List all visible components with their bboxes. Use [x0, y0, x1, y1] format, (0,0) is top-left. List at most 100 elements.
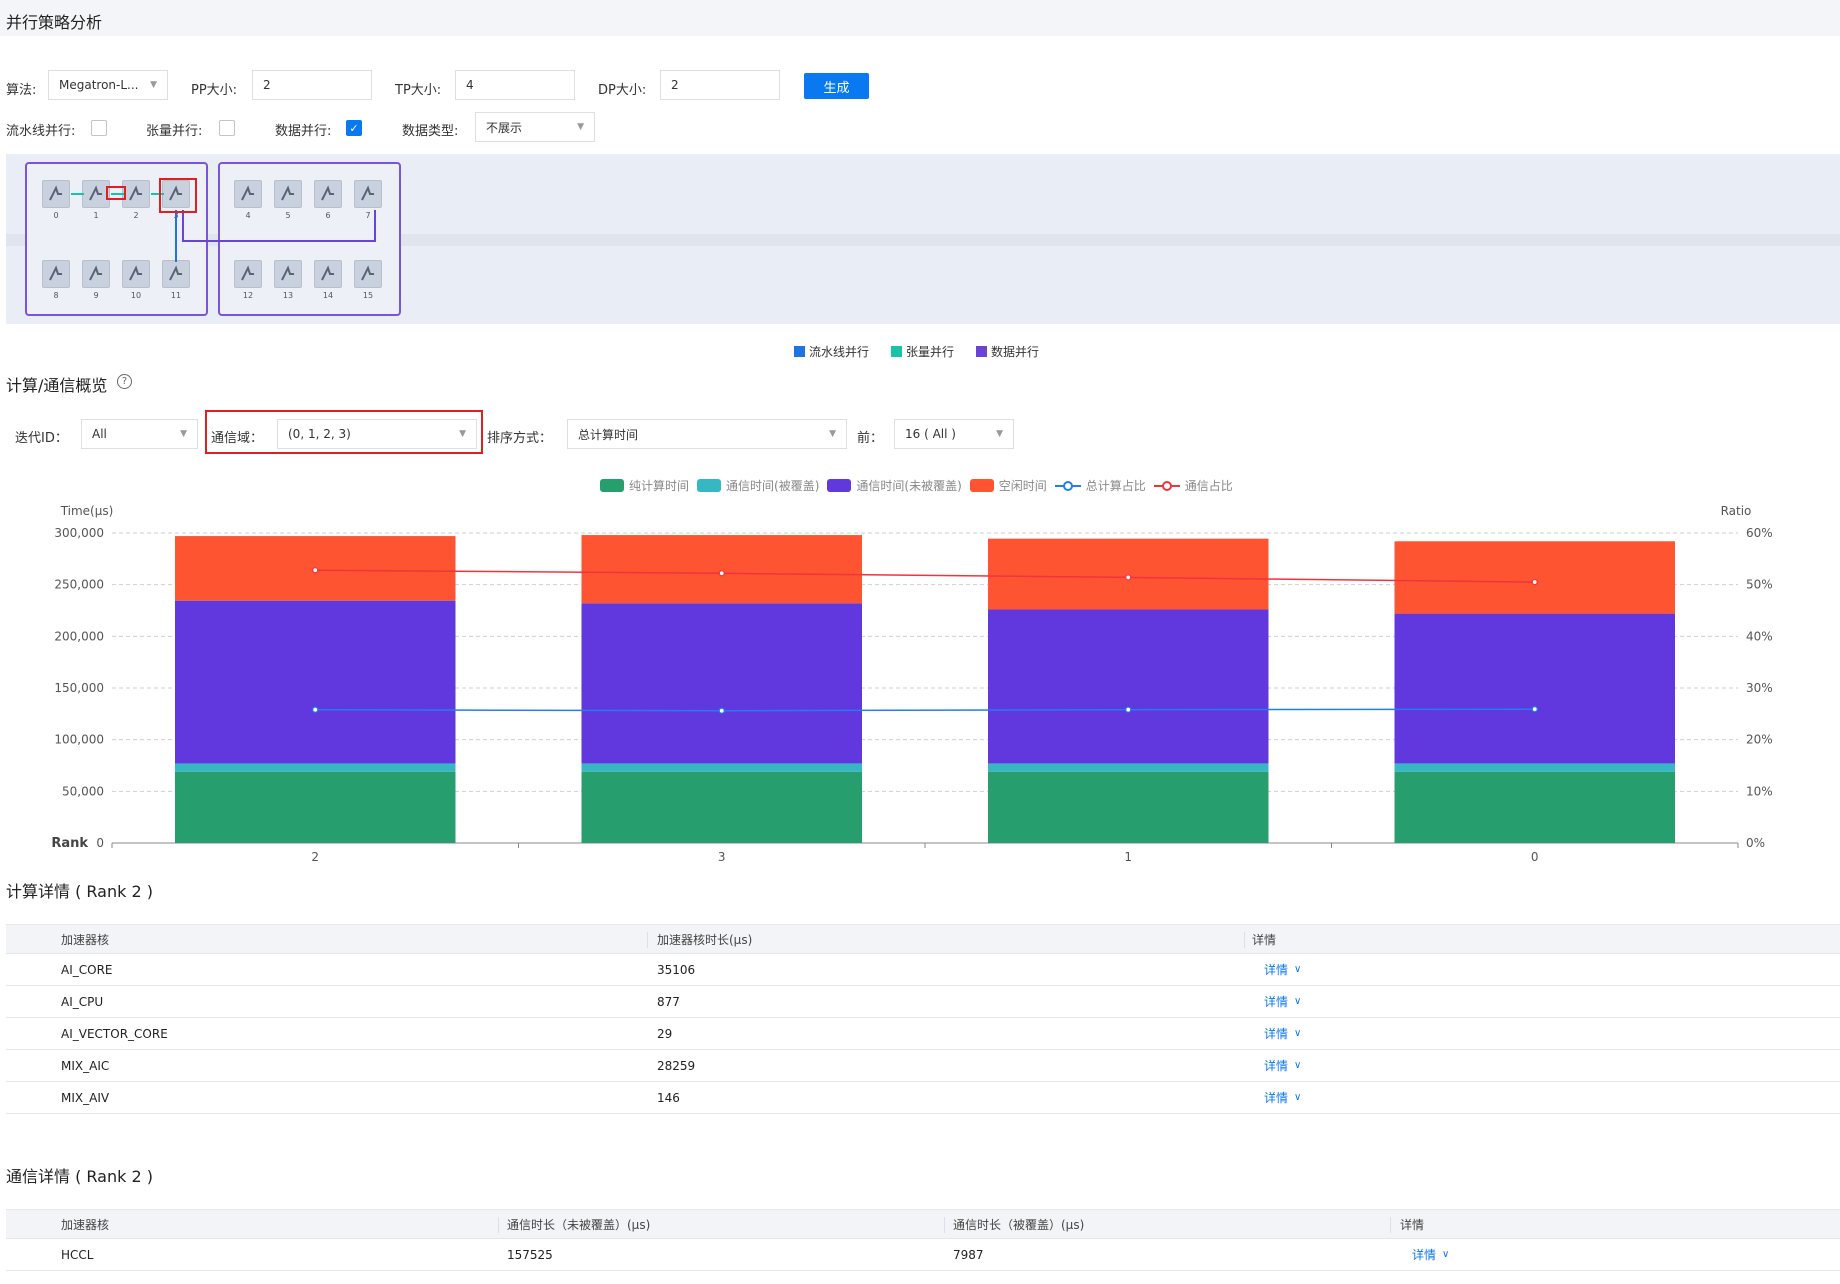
sort-select[interactable]: 总计算时间 ▼ — [567, 419, 847, 449]
chevron-down-icon: ▼ — [180, 429, 187, 439]
covered-duration: 7987 — [953, 1247, 984, 1262]
device-node[interactable]: 14 — [314, 260, 342, 300]
core-duration: 35106 — [657, 962, 696, 977]
pp-size-input[interactable]: 2 — [252, 70, 372, 100]
bar-segment — [1394, 541, 1675, 614]
top-n-select[interactable]: 16 ( All ) ▼ — [894, 419, 1014, 449]
ratio-point — [1531, 706, 1538, 713]
y2-tick-label: 10% — [1746, 784, 1773, 798]
chip-icon — [314, 180, 342, 208]
y-tick-label: 150,000 — [54, 681, 104, 695]
device-node[interactable]: 12 — [234, 260, 262, 300]
chart-legend-item[interactable]: 空闲时间 — [969, 477, 1047, 494]
legend-label: 总计算占比 — [1085, 479, 1146, 493]
ratio-point — [718, 570, 725, 577]
core-duration: 877 — [657, 994, 680, 1009]
detail-expand-link[interactable]: 详情 ∨ — [1264, 1082, 1301, 1113]
bar-segment — [988, 763, 1269, 772]
ratio-line — [315, 569, 1535, 583]
device-node[interactable]: 0 — [42, 180, 70, 220]
tensor-parallel-checkbox[interactable] — [219, 120, 235, 136]
legend-swatch — [969, 479, 994, 492]
device-node[interactable]: 5 — [274, 180, 302, 220]
device-node[interactable]: 11 — [162, 260, 190, 300]
header-uncovered: 通信时长（未被覆盖）(μs) — [507, 1217, 651, 1232]
device-node-id: 1 — [93, 211, 99, 220]
legend-line-swatch — [1153, 480, 1180, 491]
chip-icon — [162, 260, 190, 288]
topology-links — [71, 193, 376, 262]
legend-label: 纯计算时间 — [629, 479, 690, 493]
data-type-select[interactable]: 不展示 ▼ — [475, 112, 595, 142]
legend-item[interactable]: 数据并行 — [976, 343, 1039, 360]
legend-item[interactable]: 张量并行 — [891, 343, 954, 360]
chart-legend-item[interactable]: 通信时间(未被覆盖) — [827, 477, 962, 494]
chart-legend-item[interactable]: 总计算占比 — [1054, 477, 1146, 494]
device-node[interactable]: 6 — [314, 180, 342, 220]
device-node[interactable]: 10 — [122, 260, 150, 300]
detail-link-label: 详情 — [1264, 1091, 1289, 1105]
device-node[interactable]: 7 — [354, 180, 382, 220]
chip-icon — [274, 260, 302, 288]
device-node-id: 7 — [365, 211, 371, 220]
comm-domain-select[interactable]: (0, 1, 2, 3) ▼ — [277, 419, 477, 449]
x-tick-label: 0 — [1531, 850, 1539, 864]
bar-segment — [581, 535, 862, 604]
chart-legend-item[interactable]: 通信时间(被覆盖) — [697, 477, 819, 494]
chip-icon — [42, 260, 70, 288]
data-parallel-checkbox[interactable]: ✓ — [346, 120, 362, 136]
chevron-down-icon: ∨ — [1294, 996, 1302, 1007]
iteration-id-select[interactable]: All ▼ — [81, 419, 198, 449]
core-name: HCCL — [61, 1247, 94, 1262]
generate-button[interactable]: 生成 — [804, 73, 869, 99]
data-link — [182, 210, 376, 242]
tp-size-label: TP大小: — [395, 83, 442, 98]
detail-expand-link[interactable]: 详情 ∨ — [1264, 986, 1301, 1017]
page-title: 并行策略分析 — [6, 13, 103, 32]
stacked-bar-chart: 0 0% 50,000 10% 100,000 20% 150,000 30% 200,000 4… — [51, 504, 1773, 864]
device-node[interactable]: 13 — [274, 260, 302, 300]
chip-icon — [274, 180, 302, 208]
legend-swatch — [827, 479, 852, 492]
comm-domain-value: (0, 1, 2, 3) — [288, 427, 351, 441]
chart-legend-item[interactable]: 通信占比 — [1153, 477, 1233, 494]
bar-segment — [581, 603, 862, 764]
y-tick-label: 250,000 — [54, 578, 104, 592]
compute-rows: AI_CORE 35106 详情 ∨ AI_CPU 877 详情 ∨ AI_VECTOR_COR… — [6, 954, 1840, 1114]
detail-expand-link[interactable]: 详情 ∨ — [1264, 954, 1301, 985]
dp-size-input[interactable]: 2 — [660, 70, 780, 100]
pp-size-label: PP大小: — [191, 83, 238, 98]
chip-icon — [234, 180, 262, 208]
device-node-id: 9 — [93, 291, 99, 300]
core-name: AI_CPU — [61, 994, 104, 1009]
detail-expand-link[interactable]: 详情 ∨ — [1264, 1050, 1301, 1081]
detail-expand-link[interactable]: 详情 ∨ — [1264, 1018, 1301, 1049]
pipeline-parallel-label: 流水线并行: — [6, 124, 76, 139]
device-node[interactable]: 8 — [42, 260, 70, 300]
column-divider — [1244, 932, 1245, 948]
data-parallel-label: 数据并行: — [275, 124, 332, 139]
tp-size-input[interactable]: 4 — [455, 70, 575, 100]
device-node[interactable]: 9 — [82, 260, 110, 300]
device-node-id: 11 — [170, 291, 182, 300]
bar-segment — [581, 763, 862, 772]
detail-link-label: 详情 — [1264, 1059, 1289, 1073]
data-type-label: 数据类型: — [402, 124, 459, 139]
pipeline-parallel-checkbox[interactable] — [91, 120, 107, 136]
legend-label: 空闲时间 — [998, 479, 1047, 493]
device-node[interactable]: 15 — [354, 260, 382, 300]
chart-legend-item[interactable]: 纯计算时间 — [600, 477, 689, 494]
column-divider — [647, 932, 648, 948]
core-name: AI_CORE — [61, 962, 113, 977]
device-node[interactable]: 4 — [234, 180, 262, 220]
chevron-down-icon: ∨ — [1294, 964, 1302, 975]
legend-swatch — [600, 479, 624, 492]
algorithm-select[interactable]: Megatron-L... ▼ — [48, 70, 168, 100]
chip-icon — [42, 180, 70, 208]
ratio-point — [312, 706, 319, 713]
table-row: MIX_AIV 146 详情 ∨ — [6, 1082, 1840, 1114]
detail-expand-link[interactable]: 详情 ∨ — [1412, 1239, 1449, 1270]
question-circle-icon[interactable]: ? — [117, 374, 132, 389]
legend-item[interactable]: 流水线并行 — [794, 343, 869, 360]
compute-detail-title: 计算详情 ( Rank 2 ) — [6, 882, 153, 901]
